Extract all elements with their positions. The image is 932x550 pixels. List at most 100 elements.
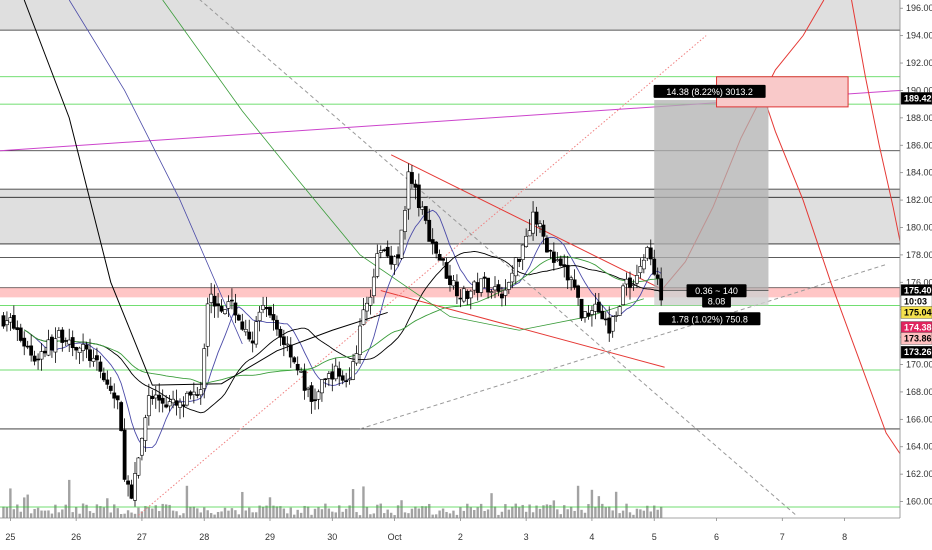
candle-body	[503, 289, 508, 296]
time-tick-label: 3	[524, 532, 529, 542]
time-tick-label: 2	[458, 532, 463, 542]
volume-bar	[151, 508, 154, 518]
candle-body	[56, 330, 61, 338]
candle-body	[427, 219, 432, 242]
time-tick-label: 8	[842, 532, 847, 542]
time-tick-label: 26	[71, 532, 81, 542]
volume-bar	[500, 511, 504, 518]
volume-bar	[61, 509, 64, 518]
volume-bar	[649, 511, 652, 518]
volume-bar	[566, 509, 569, 518]
candle-body	[247, 331, 252, 340]
candle-body	[268, 306, 272, 316]
volume-bar	[403, 512, 407, 518]
price-axis[interactable]: 160.00162.00164.00166.00168.00170.00172.…	[899, 0, 932, 550]
volume-bar	[459, 507, 462, 518]
candle-body	[22, 337, 27, 347]
volume-bar	[497, 514, 500, 518]
volume-bar	[178, 515, 182, 518]
price-tag: 173.26	[904, 347, 932, 357]
candle-body	[316, 391, 321, 400]
volume-bar	[29, 513, 33, 518]
volume-bar	[653, 505, 656, 518]
candle-body	[29, 345, 34, 356]
candle-body	[614, 315, 619, 317]
candle-body	[399, 229, 404, 259]
candle-body	[351, 361, 355, 380]
moving-averages	[23, 0, 662, 449]
candle-body	[545, 237, 549, 253]
annotation-label: 0.36 ~ 140	[695, 286, 738, 296]
volume-bar	[47, 510, 50, 518]
candle-body	[628, 277, 632, 288]
candle-body	[600, 310, 605, 320]
volume-bars	[2, 479, 663, 518]
volume-bar	[514, 503, 517, 518]
volume-bar	[306, 506, 310, 518]
volume-bar	[441, 508, 445, 518]
candle-body	[358, 325, 362, 355]
trend-line	[138, 35, 707, 516]
volume-bar	[68, 479, 71, 518]
volume-bar	[12, 509, 16, 518]
candle-body	[88, 349, 92, 361]
volume-bar	[389, 512, 393, 518]
time-tick-label: 7	[780, 532, 785, 542]
candle-body	[254, 321, 259, 345]
volume-bar	[310, 514, 313, 518]
candle-body	[5, 320, 9, 326]
candle-body	[1, 315, 6, 327]
shaded-zone	[0, 0, 900, 31]
candle-body	[641, 259, 646, 270]
candle-body	[95, 355, 99, 361]
candle-body	[420, 206, 425, 210]
volume-bar	[168, 504, 171, 518]
volume-bar	[5, 507, 9, 518]
candle-body	[167, 401, 172, 407]
volume-bar	[147, 507, 151, 518]
volume-bar	[410, 508, 414, 518]
volume-bar	[220, 511, 223, 518]
long-ma-line-green	[162, 0, 644, 331]
time-axis[interactable]: 25 26 27 28 29 30 Oct 2 3 4 5 6 7 8	[0, 517, 932, 550]
candle-body	[437, 254, 442, 261]
candle-body	[191, 391, 196, 396]
volume-bar	[109, 512, 112, 518]
trend-line	[380, 290, 665, 368]
candle-body	[333, 365, 338, 380]
candle-body	[230, 299, 234, 302]
annotation-label-bg	[658, 312, 761, 326]
price-tick-label: 164.00	[906, 442, 932, 452]
projection-curve	[761, 90, 901, 454]
time-tick-label: 29	[265, 532, 275, 542]
time-tick-label: 30	[327, 532, 337, 542]
volume-bar	[393, 515, 396, 518]
price-tick-label: 184.00	[906, 168, 932, 178]
candle-body	[382, 249, 387, 252]
candle-body	[579, 298, 584, 319]
candle-body	[112, 392, 117, 399]
volume-bar	[81, 503, 85, 518]
volume-bar	[542, 505, 545, 518]
candle-body	[101, 372, 106, 381]
candle-body	[299, 370, 304, 373]
volume-bar	[164, 504, 168, 518]
volume-bar	[237, 514, 241, 518]
time-tick-label: 25	[5, 532, 15, 542]
candle-body	[617, 306, 622, 316]
trend-line	[390, 154, 665, 291]
candle-body	[174, 400, 179, 406]
volume-bar	[590, 489, 594, 518]
position-tool[interactable]	[654, 100, 769, 306]
candle-body	[91, 357, 96, 362]
candle-body	[36, 358, 40, 361]
candle-body	[482, 276, 487, 279]
candle-body	[292, 357, 297, 363]
candle-body	[150, 395, 155, 399]
volume-bar	[137, 507, 140, 518]
candle-body	[122, 429, 127, 480]
price-tag: 189.42	[904, 93, 932, 103]
candle-body	[81, 344, 85, 351]
candle-body	[77, 347, 82, 353]
